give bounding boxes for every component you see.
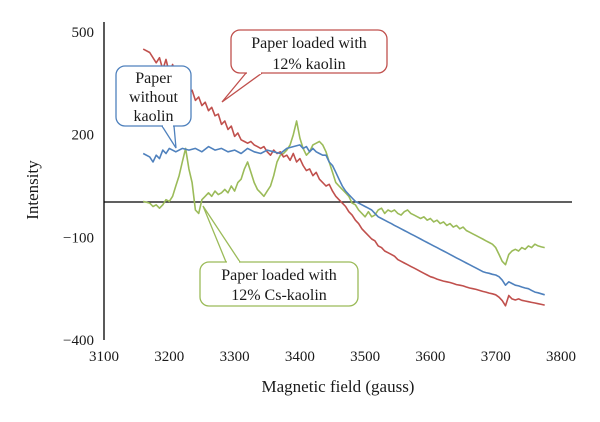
y-tick-label: −100 bbox=[63, 230, 94, 246]
callout-text: 12% Cs-kaolin bbox=[231, 287, 327, 304]
x-tick-label: 3500 bbox=[350, 349, 380, 365]
y-tick-label: 200 bbox=[72, 128, 95, 144]
callout-2: Paper loaded with 12% Cs-kaolin bbox=[199, 205, 359, 307]
series-line-2 bbox=[142, 120, 545, 266]
x-tick-labels: 3100 3200 3300 3400 3500 3600 3700 3800 bbox=[89, 349, 576, 365]
callout-pointer bbox=[160, 125, 177, 149]
y-tick-label: 500 bbox=[72, 25, 95, 41]
x-tick-label: 3800 bbox=[546, 349, 576, 365]
callout-box bbox=[115, 65, 192, 127]
y-tick-label: −400 bbox=[63, 333, 94, 349]
callout-pointer bbox=[221, 72, 265, 103]
callout-text: Paper loaded with bbox=[251, 35, 367, 52]
x-tick-label: 3300 bbox=[220, 349, 250, 365]
axes bbox=[103, 22, 572, 340]
y-axis-label: Intensity bbox=[23, 160, 42, 220]
series-layer bbox=[142, 48, 545, 307]
series-line-1 bbox=[142, 144, 545, 296]
callout-text: 12% kaolin bbox=[272, 56, 345, 73]
callout-text: Paper loaded with bbox=[221, 267, 337, 284]
x-tick-label: 3200 bbox=[154, 349, 184, 365]
callout-box bbox=[199, 261, 359, 307]
callout-1: Paper without kaolin bbox=[115, 65, 192, 149]
x-tick-label: 3400 bbox=[285, 349, 315, 365]
callout-text: Paper bbox=[135, 70, 172, 87]
callout-text: without bbox=[129, 89, 178, 106]
x-tick-label: 3100 bbox=[89, 349, 119, 365]
series-line-0 bbox=[142, 48, 545, 307]
callouts: Paper loaded with 12% kaolin Paper without k… bbox=[115, 29, 388, 307]
x-tick-label: 3700 bbox=[481, 349, 511, 365]
callout-text: kaolin bbox=[134, 108, 174, 125]
callout-box bbox=[230, 29, 388, 74]
x-axis-label: Magnetic field (gauss) bbox=[262, 377, 415, 396]
callout-pointer bbox=[202, 205, 242, 263]
callout-0: Paper loaded with 12% kaolin bbox=[221, 29, 388, 103]
y-tick-labels: 500 200 −100 −400 bbox=[63, 25, 94, 349]
x-tick-label: 3600 bbox=[415, 349, 445, 365]
